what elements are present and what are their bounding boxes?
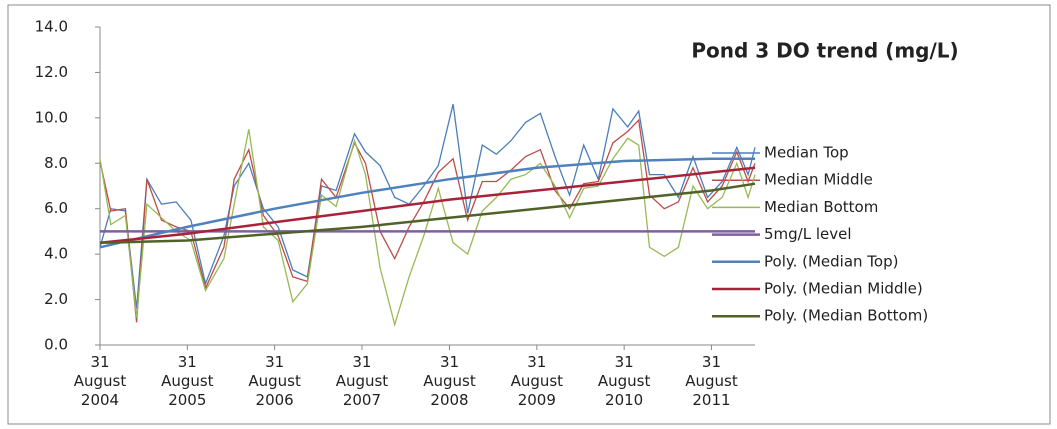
- y-tick-label: 10.0: [35, 108, 68, 126]
- legend-label: Poly. (Median Bottom): [764, 307, 928, 325]
- legend-label: Poly. (Median Middle): [764, 280, 923, 298]
- x-tick-label: 31 August 2009: [510, 353, 564, 409]
- legend-label: Median Middle: [764, 171, 873, 189]
- y-tick-label: 0.0: [44, 336, 68, 354]
- series-line: [99, 157, 755, 249]
- series-line: [99, 182, 756, 245]
- legend-label: 5mg/L level: [764, 225, 852, 243]
- x-tick-label: 31 August 2004: [73, 353, 127, 409]
- x-tick-label: 31 August 2011: [685, 353, 738, 409]
- x-tick-label: 31 August 2005: [161, 353, 214, 409]
- series-line: [99, 129, 756, 328]
- y-tick-label: 4.0: [44, 245, 68, 263]
- x-tick-label: 31 August 2010: [597, 353, 651, 409]
- x-tick-label: 31 August 2007: [335, 353, 389, 409]
- y-tick-label: 2.0: [44, 290, 68, 308]
- series-line: [99, 104, 756, 309]
- x-tick-label: 31 August 2006: [248, 353, 301, 409]
- chart-border: [7, 4, 1051, 425]
- y-tick-label: 14.0: [35, 18, 68, 36]
- x-tick-label: 31 August 2008: [423, 353, 476, 409]
- chart-title: Pond 3 DO trend (mg/L): [691, 39, 958, 63]
- legend-label: Poly. (Median Top): [764, 252, 898, 270]
- series-line: [99, 166, 756, 245]
- y-tick-label: 6.0: [44, 199, 68, 217]
- legend-label: Median Bottom: [764, 198, 878, 216]
- y-tick-label: 12.0: [35, 63, 68, 81]
- legend-label: Median Top: [764, 144, 849, 162]
- y-tick-label: 8.0: [44, 154, 68, 172]
